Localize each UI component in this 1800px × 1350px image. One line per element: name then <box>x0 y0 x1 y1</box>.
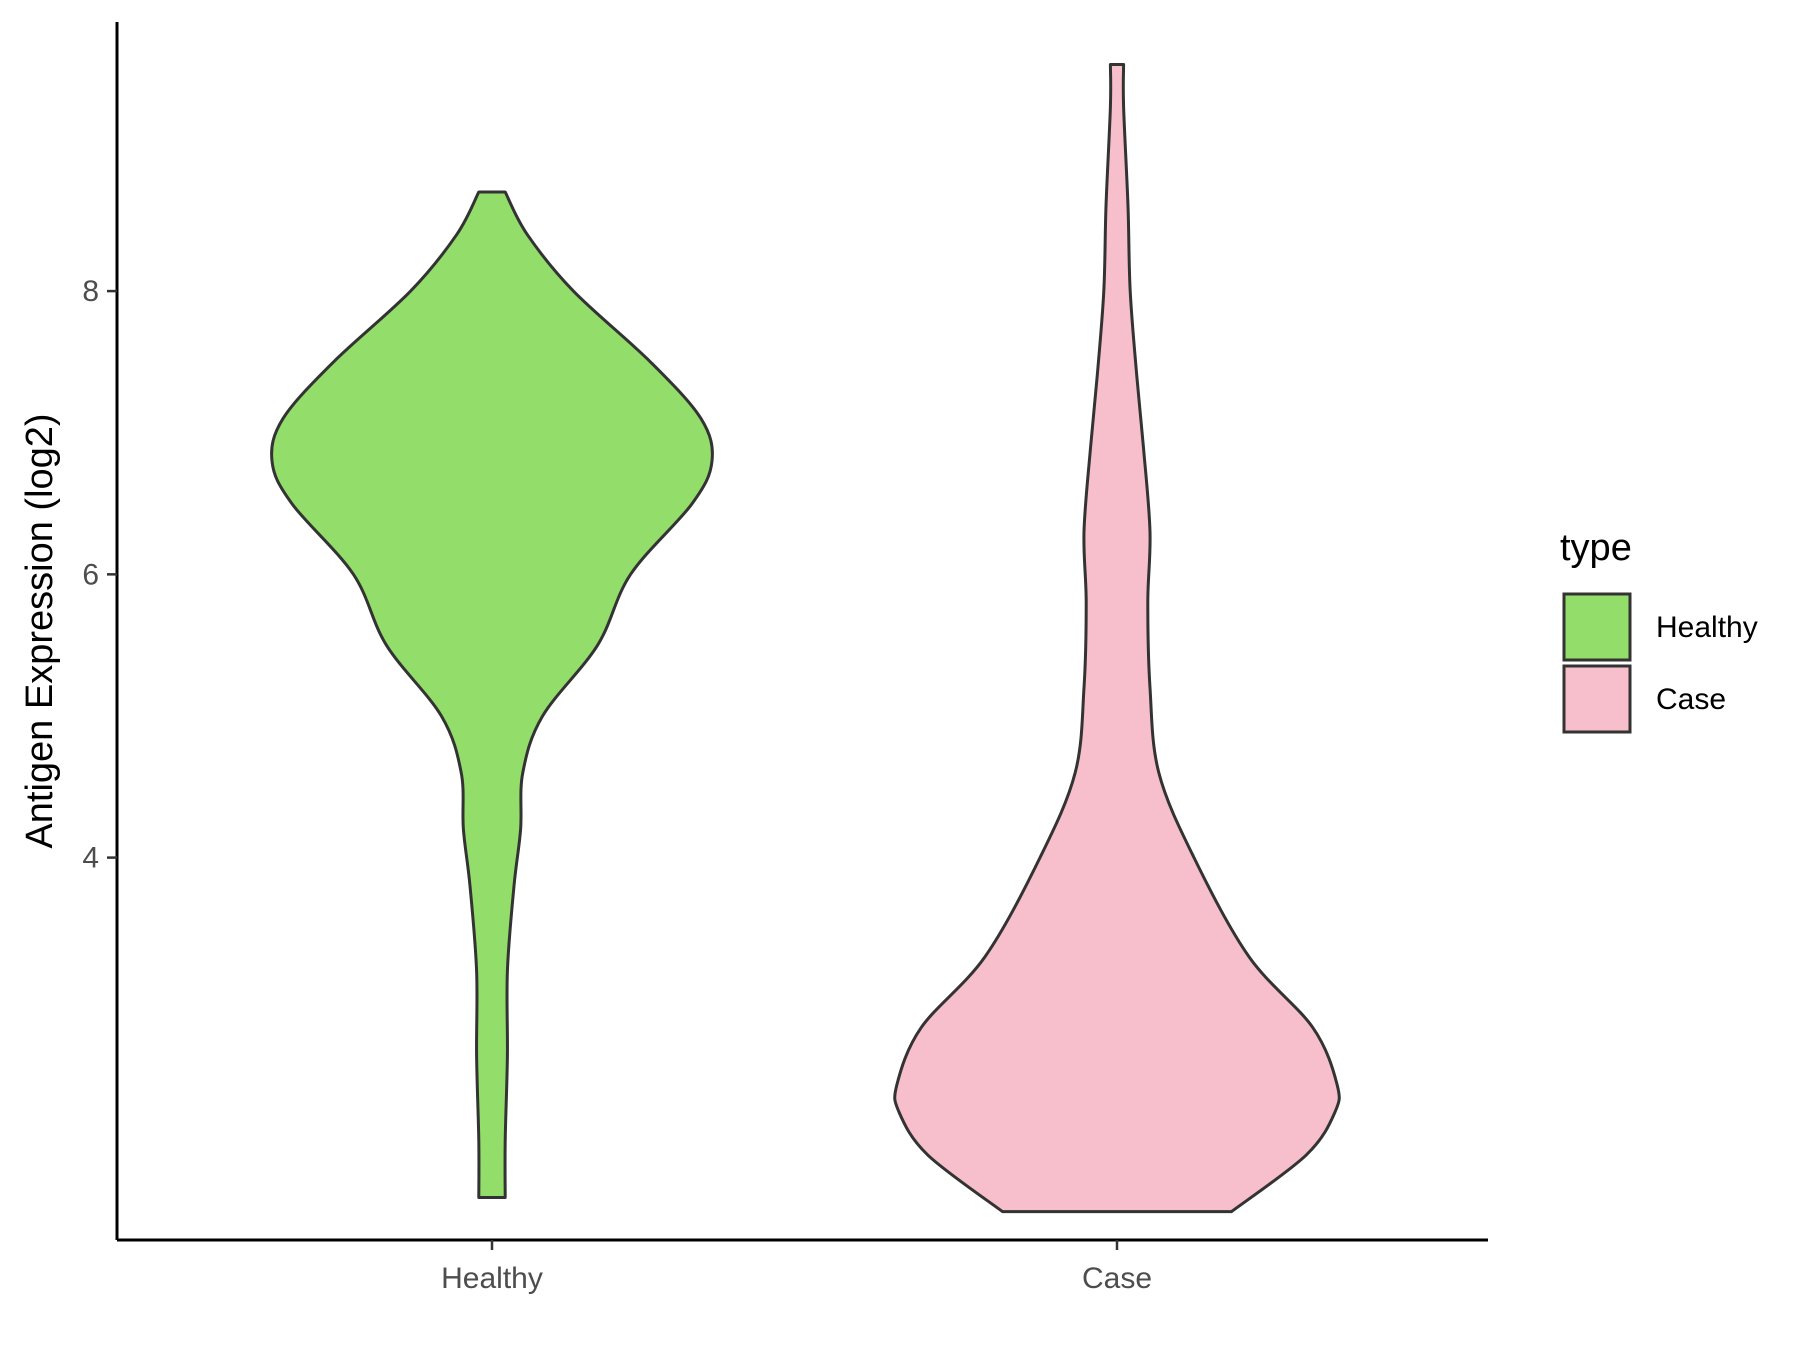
legend-items: Healthy Case <box>1562 592 1758 734</box>
y-tick-label: 4 <box>82 842 99 875</box>
legend-swatch-healthy <box>1562 592 1632 662</box>
legend: type Healthy Case <box>1560 527 1758 734</box>
violin-layer <box>270 62 1341 1214</box>
violin-healthy <box>270 190 714 1200</box>
legend-title: type <box>1560 527 1632 569</box>
legend-label-healthy: Healthy <box>1656 611 1758 644</box>
y-axis-title: Antigen Expression (log2) <box>19 413 61 848</box>
legend-swatch-case <box>1562 664 1632 734</box>
x-tick-label: Case <box>1082 1262 1152 1295</box>
legend-label-case: Case <box>1656 683 1726 716</box>
y-tick-label: 6 <box>82 558 99 591</box>
violin-case <box>893 62 1341 1214</box>
y-tick-label: 8 <box>82 275 99 308</box>
y-axis-ticks: 4 6 8 <box>82 275 117 875</box>
x-axis-ticks: Healthy Case <box>441 1240 1152 1295</box>
x-tick-label: Healthy <box>441 1262 543 1295</box>
